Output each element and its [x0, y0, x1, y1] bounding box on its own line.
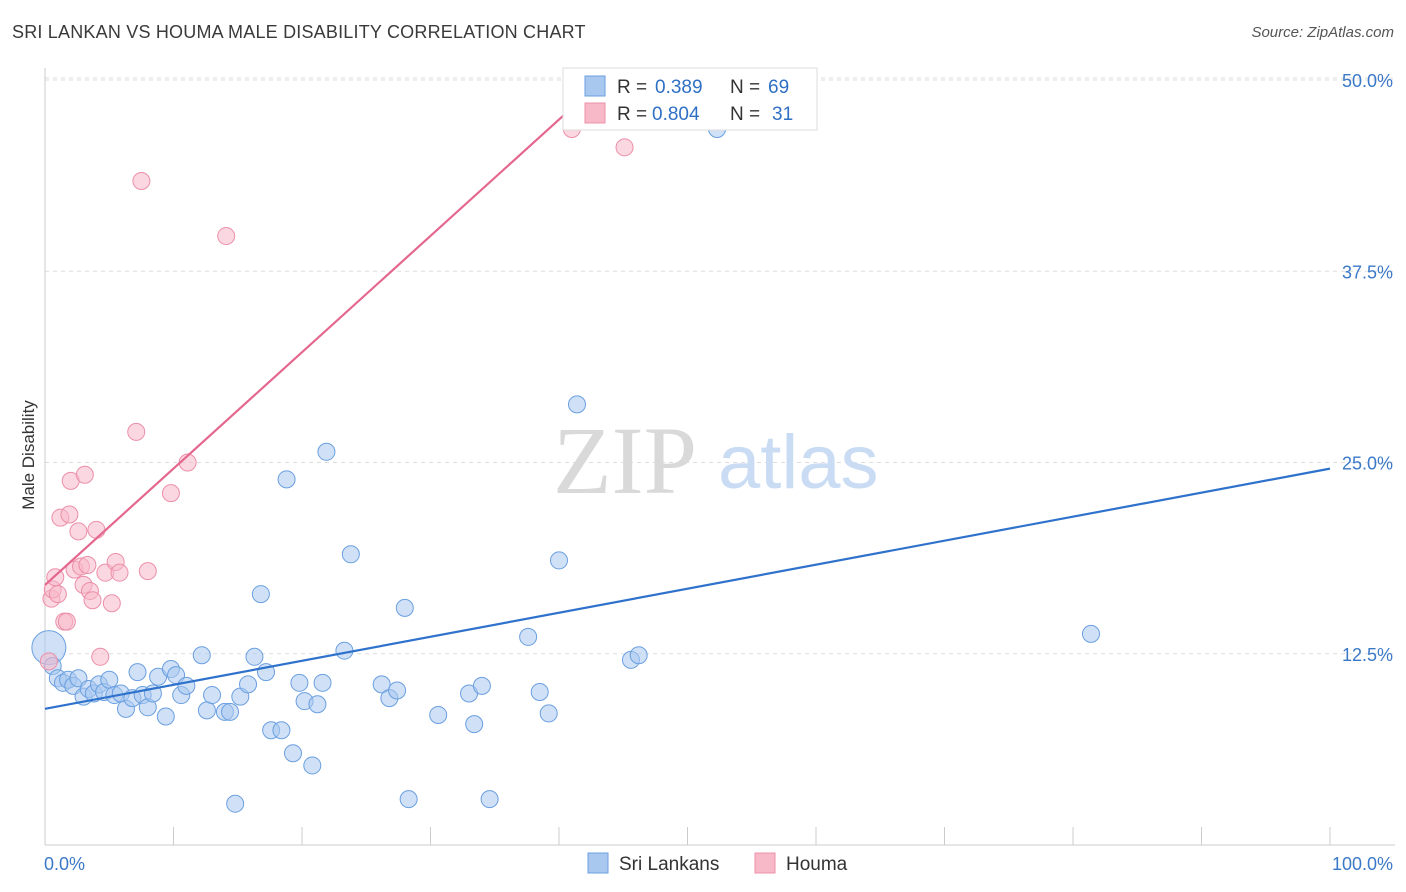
sri-lankans-point — [239, 675, 258, 694]
houma-point — [161, 484, 180, 503]
bottom-legend-label-houma: Houma — [786, 854, 848, 875]
legend-n-value-blue: 69 — [768, 77, 789, 98]
y-tick-label-2: 37.5% — [1342, 262, 1393, 282]
axes — [44, 68, 1395, 846]
sri-lankans-point — [284, 744, 303, 763]
sri-lankans-point — [530, 683, 549, 701]
sri-lankans-point — [290, 673, 309, 692]
legend-r-value-blue: 0.389 — [655, 77, 703, 98]
sri-lankans-point — [539, 704, 558, 723]
houma-point — [127, 422, 146, 441]
houma-point — [615, 138, 634, 157]
houma-point — [75, 465, 94, 484]
sri-lankans-point — [221, 702, 240, 721]
sri-lankans-point — [192, 646, 211, 665]
sri-lankans-point — [429, 705, 448, 724]
y-tick-label-0: 12.5% — [1342, 645, 1393, 665]
source-credit: Source: ZipAtlas.com — [1251, 24, 1394, 41]
houma-point — [217, 227, 236, 246]
sri-lankans-point — [313, 673, 332, 692]
legend-n-label-pink: N = — [730, 104, 760, 125]
sri-lankans-point — [197, 701, 216, 720]
sri-lankans-point — [372, 675, 391, 694]
grid-lines — [45, 77, 1395, 655]
y-tick-labels: 12.5% 25.0% 37.5% 50.0% — [1342, 71, 1393, 665]
sri-lankans-point — [395, 598, 414, 617]
sri-lankans-point — [465, 715, 484, 734]
houma-point — [132, 171, 151, 190]
sri-lankans-point — [480, 790, 499, 809]
sri-lankans-point — [399, 790, 418, 809]
x-tick-labels: 0.0% 100.0% — [44, 854, 1393, 874]
houma-point — [60, 505, 79, 524]
sri-lankans-point — [341, 545, 360, 564]
x-tick-label-max: 100.0% — [1332, 854, 1393, 874]
legend-n-label-blue: N = — [730, 77, 760, 98]
trend-lines — [44, 79, 1331, 710]
sri-lankans-point — [277, 470, 296, 489]
sri-lankans-point — [156, 707, 175, 726]
series-houma — [39, 119, 634, 671]
sri-lankans-point — [251, 585, 270, 604]
sri-lankans-point — [550, 551, 568, 570]
series-sri-lankans — [31, 119, 1100, 813]
sri-lankans-trend-line — [44, 467, 1331, 710]
legend-r-label-blue: R = — [617, 77, 647, 98]
bottom-legend-label-sri-lankans: Sri Lankans — [619, 854, 719, 875]
chart-title: SRI LANKAN VS HOUMA MALE DISABILITY CORR… — [12, 22, 586, 42]
stats-legend: R = 0.389 N = 69 R = 0.804 N = 31 — [562, 67, 818, 131]
houma-point — [69, 522, 88, 541]
houma-point — [91, 647, 110, 666]
sri-lankans-point — [472, 676, 491, 695]
houma-point — [57, 612, 76, 631]
houma-point — [39, 652, 58, 671]
bottom-legend-swatch-pink — [754, 852, 776, 874]
bottom-legend-swatch-blue — [587, 852, 609, 874]
houma-point — [83, 591, 102, 610]
houma-point — [78, 556, 97, 575]
houma-point — [138, 562, 157, 581]
houma-point — [87, 520, 106, 539]
y-axis-label: Male Disability — [19, 400, 38, 510]
legend-n-value-pink: 31 — [772, 104, 793, 125]
houma-point — [48, 585, 67, 604]
sri-lankans-point — [245, 647, 264, 666]
sri-lankans-point — [629, 646, 648, 665]
watermark-zip: ZIP — [553, 407, 697, 514]
legend-r-label-pink: R = — [617, 104, 647, 125]
sri-lankans-point — [567, 395, 586, 414]
sri-lankans-point — [100, 670, 119, 689]
sri-lankans-point — [308, 695, 327, 714]
houma-point — [110, 563, 129, 582]
sri-lankans-point — [128, 663, 147, 682]
legend-swatch-pink — [584, 102, 606, 124]
x-tick-label-min: 0.0% — [44, 854, 85, 874]
sri-lankans-point — [519, 627, 538, 646]
legend-r-value-pink: 0.804 — [652, 104, 700, 125]
sri-lankans-point — [226, 794, 245, 813]
sri-lankans-point — [203, 686, 222, 705]
sri-lankans-point — [177, 676, 196, 695]
houma-point — [102, 594, 121, 613]
houma-trend-line — [44, 79, 604, 586]
bottom-legend: Sri Lankans Houma — [587, 852, 848, 875]
sri-lankans-point — [317, 442, 336, 461]
y-tick-label-1: 25.0% — [1342, 454, 1393, 474]
sri-lankans-point — [388, 681, 407, 700]
sri-lankans-point — [1081, 624, 1100, 643]
legend-swatch-blue — [584, 75, 606, 97]
watermark-atlas: atlas — [718, 420, 879, 505]
sri-lankans-point — [303, 756, 322, 775]
y-tick-label-3: 50.0% — [1342, 71, 1393, 91]
sri-lankans-point — [272, 721, 291, 740]
